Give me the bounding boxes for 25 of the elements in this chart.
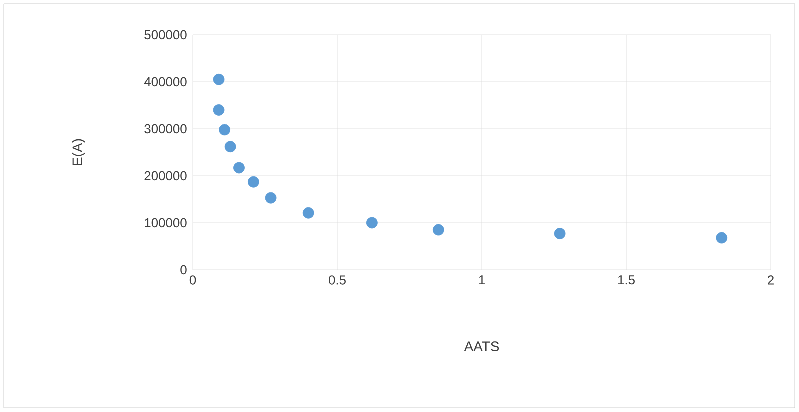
y-axis-title: E(A) xyxy=(72,139,86,166)
x-tick-label: 1 xyxy=(479,276,485,285)
point xyxy=(302,207,314,219)
x-tick-label: 2 xyxy=(768,276,774,285)
point xyxy=(234,162,245,174)
point xyxy=(554,228,566,240)
point xyxy=(224,141,236,153)
point xyxy=(219,124,230,136)
x-axis-title: AATS xyxy=(464,342,500,352)
point xyxy=(213,74,225,86)
point xyxy=(265,192,277,204)
x-tick-label: 0 xyxy=(190,276,196,285)
point xyxy=(432,224,444,236)
y-tick-label: 0 xyxy=(180,265,187,275)
y-tick-label: 100000 xyxy=(145,218,187,228)
point xyxy=(366,217,378,229)
x-tick-label: 1.5 xyxy=(618,276,635,285)
point xyxy=(248,176,260,188)
point xyxy=(213,104,225,116)
point xyxy=(716,232,728,244)
y-tick-label: 500000 xyxy=(144,30,187,40)
y-tick-label: 300000 xyxy=(144,124,187,134)
x-tick-label: 0.5 xyxy=(329,276,346,285)
y-tick-label: 400000 xyxy=(144,77,187,87)
y-tick-label: 200000 xyxy=(144,171,187,181)
